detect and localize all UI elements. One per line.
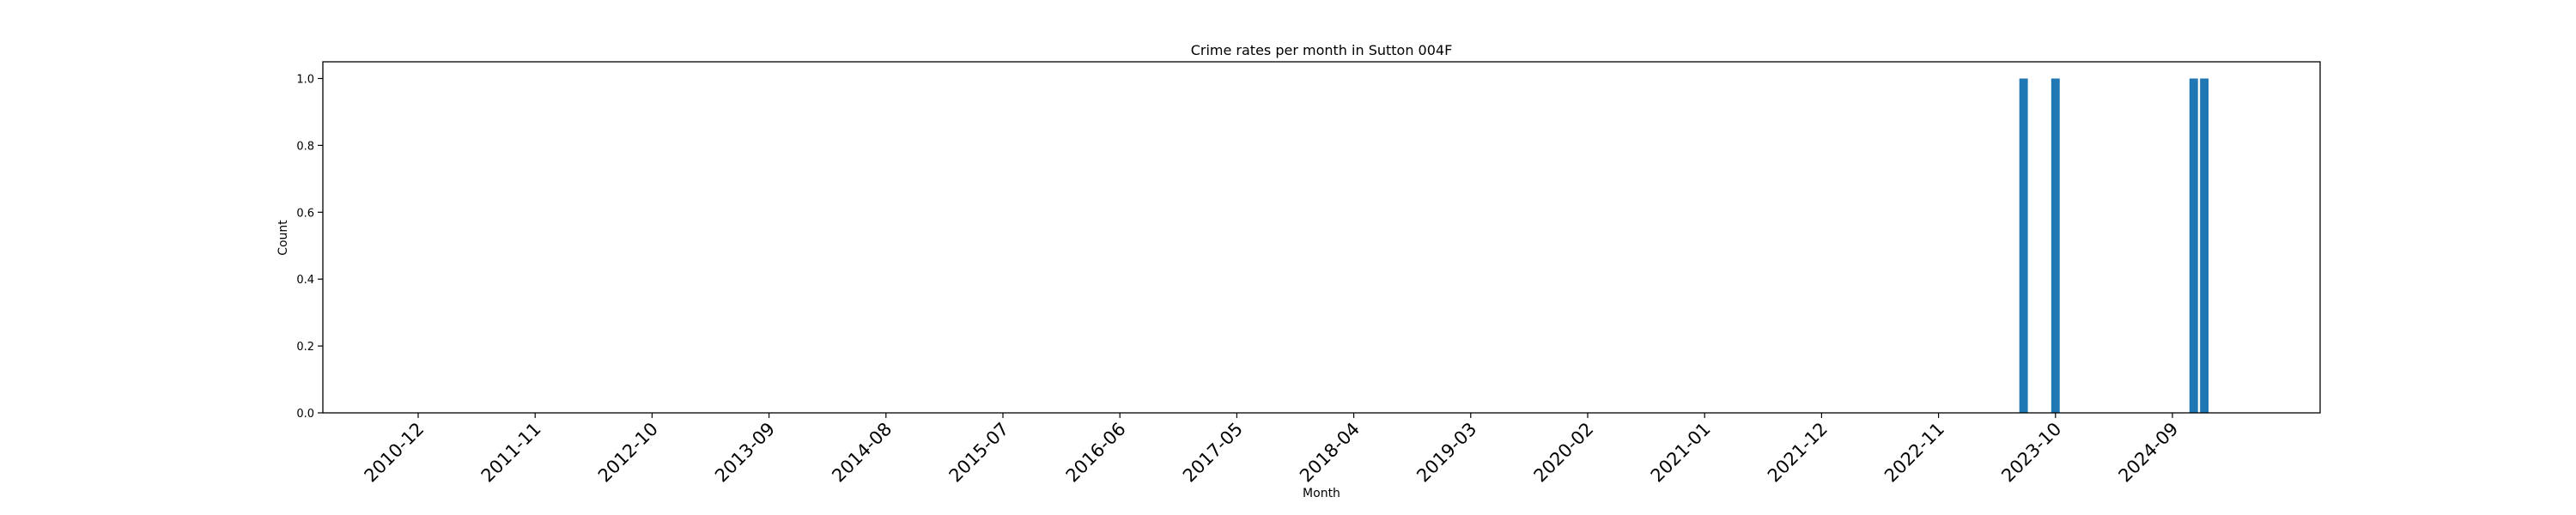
bar [2189, 78, 2198, 413]
x-axis-label: Month [1303, 487, 1340, 500]
y-tick-label: 0.0 [296, 408, 314, 421]
y-axis-label: Count [276, 220, 290, 256]
bars [2019, 78, 2209, 413]
bar [2019, 78, 2028, 413]
y-tick-label: 0.2 [296, 341, 314, 354]
bar [2200, 78, 2209, 413]
x-tick-label: 2014-08 [828, 419, 896, 487]
x-tick-label: 2011-11 [477, 419, 545, 487]
x-tick-label: 2017-05 [1179, 419, 1247, 487]
x-tick-label: 2021-12 [1764, 419, 1832, 487]
y-axis: 0.0 0.2 0.4 0.6 0.8 1.0 [296, 73, 323, 421]
x-tick-label: 2019-03 [1413, 419, 1480, 487]
y-tick-label: 0.8 [296, 140, 314, 153]
x-tick-label: 2023-10 [1997, 419, 2065, 487]
x-tick-label: 2022-11 [1880, 419, 1948, 487]
x-tick-label: 2021-01 [1647, 419, 1715, 487]
x-axis: 2010-12 2011-11 2012-10 2013-09 2014-08 2015-… [361, 413, 2183, 487]
x-tick-label: 2010-12 [361, 419, 428, 487]
x-tick-label: 2018-04 [1296, 419, 1364, 487]
y-tick-label: 1.0 [296, 73, 314, 86]
plot-frame [322, 61, 2321, 414]
x-tick-label: 2024-09 [2115, 419, 2183, 487]
chart-title: Crime rates per month in Sutton 004F [1191, 42, 1453, 58]
bar [2050, 78, 2060, 413]
y-tick-label: 0.6 [296, 207, 314, 220]
x-tick-label: 2012-10 [594, 419, 662, 487]
x-tick-label: 2020-02 [1530, 419, 1598, 487]
x-tick-label: 2013-09 [711, 419, 779, 487]
x-tick-label: 2015-07 [945, 419, 1013, 487]
y-tick-label: 0.4 [296, 274, 314, 287]
x-tick-label: 2016-06 [1062, 419, 1130, 487]
